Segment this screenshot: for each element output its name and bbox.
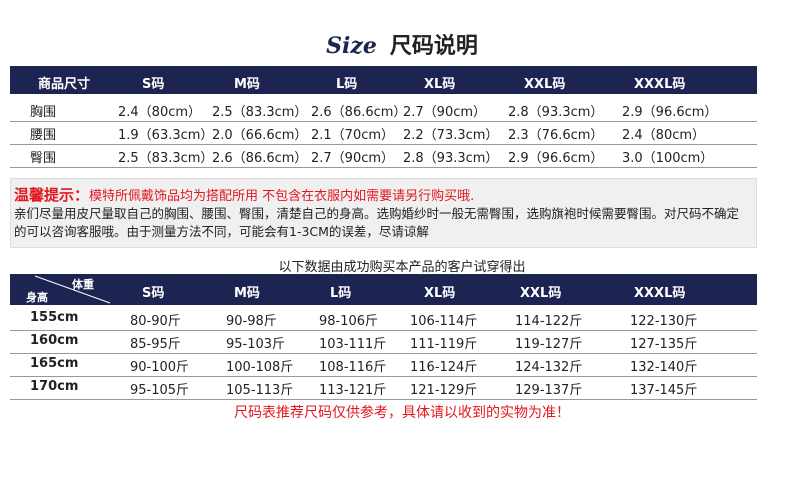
row-divider [10, 376, 757, 377]
notice-body: 亲们尽量用皮尺量取自己的胸围、腰围、臀围，清楚自己的身高。选购婚纱时一般无需臀围… [14, 206, 740, 239]
notice-box [10, 178, 757, 248]
header-cell: XXL码 [520, 286, 562, 301]
size-cell: 2.8（93.3cm） [403, 151, 499, 166]
header-cell: XL码 [424, 286, 456, 301]
fit-cell: 105-113斤 [226, 383, 294, 398]
fit-cell: 116-124斤 [410, 360, 478, 375]
fit-cell: 103-111斤 [319, 337, 387, 352]
fit-cell: 114-122斤 [515, 314, 583, 329]
size-cell: 2.8（93.3cm） [508, 105, 604, 120]
fit-cell: 95-103斤 [226, 337, 286, 352]
size-cell: 2.5（83.3cm） [118, 151, 214, 166]
title-script: Size [326, 33, 377, 59]
fit-cell: 90-98斤 [226, 314, 277, 329]
fit-caption: 以下数据由成功购买本产品的客户试穿得出 [278, 260, 526, 275]
size-cell: 1.9（63.3cm） [118, 128, 214, 143]
row-label: 170cm [30, 379, 79, 394]
size-cell: 2.0（66.6cm） [212, 128, 308, 143]
fit-cell: 122-130斤 [630, 314, 698, 329]
row-divider [10, 330, 757, 331]
size-cell: 2.9（96.6cm） [508, 151, 604, 166]
fit-cell: 80-90斤 [130, 314, 181, 329]
size-cell: 2.3（76.6cm） [508, 128, 604, 143]
header-cell: M码 [234, 286, 260, 301]
row-label: 胸围 [30, 105, 57, 120]
notice-highlight: 模特所佩戴饰品均为搭配所用 不包含在衣服内如需要请另行购买哦. [89, 189, 475, 204]
size-cell: 2.5（83.3cm） [212, 105, 308, 120]
fit-cell: 132-140斤 [630, 360, 698, 375]
title: Size 尺码说明 [0, 28, 804, 60]
header-cell: L码 [336, 77, 358, 92]
fit-cell: 85-95斤 [130, 337, 181, 352]
header-bar [10, 274, 757, 305]
header-cell: XL码 [424, 77, 456, 92]
fit-cell: 124-132斤 [515, 360, 583, 375]
header-cell: S码 [142, 77, 165, 92]
footer: 尺码表推荐尺码仅供参考，具体请以收到的实物为准！ [234, 405, 570, 421]
header-cell: XXXL码 [634, 77, 686, 92]
size-cell: 2.7（90cm） [311, 151, 395, 166]
row-divider [10, 353, 757, 354]
header-cell: XXL码 [524, 77, 566, 92]
corner-bottom: 身高 [26, 291, 48, 304]
size-cell: 2.9（96.6cm） [622, 105, 718, 120]
fit-cell: 100-108斤 [226, 360, 294, 375]
size-cell: 2.6（86.6cm） [212, 151, 308, 166]
header-cell: M码 [234, 77, 260, 92]
corner-top: 体重 [72, 278, 94, 291]
fit-cell: 113-121斤 [319, 383, 387, 398]
fit-cell: 119-127斤 [515, 337, 583, 352]
title-text: 尺码说明 [389, 34, 478, 59]
size-cell: 2.6（86.6cm） [311, 105, 407, 120]
size-cell: 2.4（80cm） [622, 128, 706, 143]
fit-cell: 95-105斤 [130, 383, 190, 398]
row-label: 165cm [30, 356, 79, 371]
size-cell: 3.0（100cm） [622, 151, 714, 166]
header-cell: 商品尺寸 [38, 77, 91, 92]
row-label: 臀围 [30, 151, 57, 166]
fit-cell: 129-137斤 [515, 383, 583, 398]
fit-cell: 121-129斤 [410, 383, 478, 398]
fit-cell: 90-100斤 [130, 360, 190, 375]
row-divider [10, 144, 757, 145]
header-bar [10, 66, 757, 94]
size-cell: 2.1（70cm） [311, 128, 395, 143]
row-divider [10, 167, 757, 168]
corner-diagonal [34, 275, 111, 304]
row-label: 腰围 [30, 128, 57, 143]
header-cell: XXXL码 [634, 286, 686, 301]
fit-cell: 106-114斤 [410, 314, 478, 329]
size-cell: 2.2（73.3cm） [403, 128, 499, 143]
fit-cell: 111-119斤 [410, 337, 478, 352]
fit-cell: 137-145斤 [630, 383, 698, 398]
fit-cell: 127-135斤 [630, 337, 698, 352]
row-label: 155cm [30, 310, 79, 325]
row-divider [10, 121, 757, 122]
fit-cell: 98-106斤 [319, 314, 379, 329]
size-cell: 2.7（90cm） [403, 105, 487, 120]
size-cell: 2.4（80cm） [118, 105, 202, 120]
header-cell: S码 [142, 286, 165, 301]
notice-line: 温馨提示：模特所佩戴饰品均为搭配所用 不包含在衣服内如需要请另行购买哦. [14, 184, 474, 205]
row-divider [10, 399, 757, 400]
notice-label: 温馨提示： [14, 186, 90, 204]
fit-cell: 108-116斤 [319, 360, 387, 375]
header-cell: L码 [330, 286, 352, 301]
row-label: 160cm [30, 333, 79, 348]
